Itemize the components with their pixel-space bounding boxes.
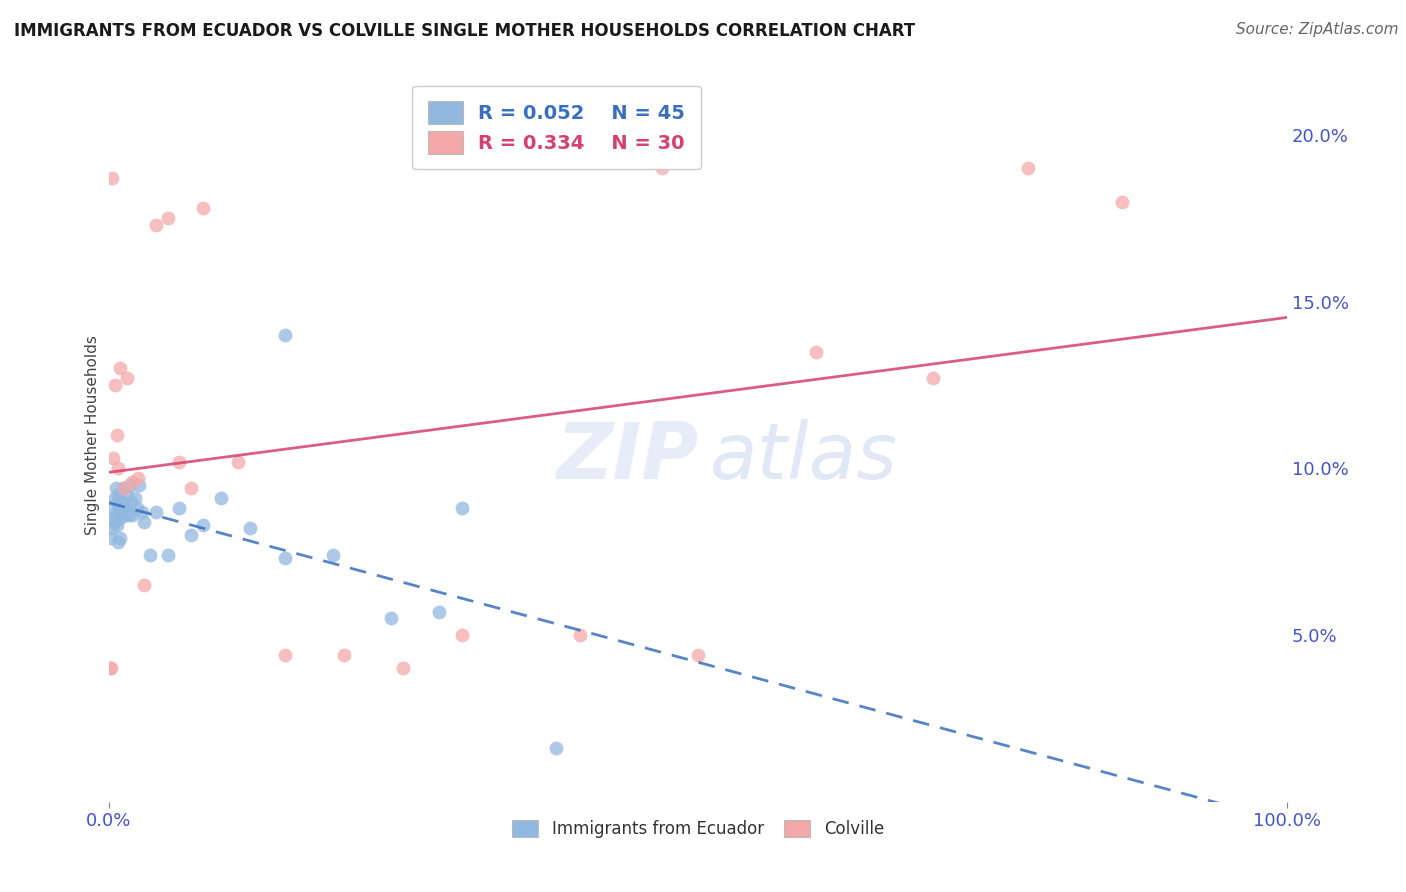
Point [651, 161, 673, 176]
Point [451, 628, 474, 642]
Point [117, 488, 139, 502]
Point [124, 491, 146, 506]
Point [118, 508, 141, 522]
Point [107, 461, 129, 475]
Point [191, 202, 214, 216]
Point [125, 501, 148, 516]
Point [128, 478, 150, 492]
Point [132, 578, 155, 592]
Legend: Immigrants from Ecuador, Colville: Immigrants from Ecuador, Colville [505, 813, 890, 845]
Point [1017, 161, 1039, 176]
Point [546, 741, 568, 756]
Point [118, 478, 141, 492]
Point [209, 491, 232, 506]
Point [156, 548, 179, 562]
Text: atlas: atlas [710, 419, 897, 495]
Point [107, 534, 129, 549]
Y-axis label: Single Mother Households: Single Mother Households [86, 335, 100, 535]
Point [156, 211, 179, 226]
Point [132, 515, 155, 529]
Point [112, 481, 135, 495]
Point [100, 661, 122, 675]
Point [427, 605, 450, 619]
Text: Source: ZipAtlas.com: Source: ZipAtlas.com [1236, 22, 1399, 37]
Point [110, 361, 132, 376]
Point [333, 648, 356, 662]
Point [108, 501, 131, 516]
Point [121, 475, 143, 489]
Point [103, 378, 125, 392]
Point [103, 451, 125, 466]
Point [112, 501, 135, 516]
Point [105, 494, 128, 508]
Point [103, 501, 125, 516]
Point [101, 521, 124, 535]
Point [686, 648, 709, 662]
Point [169, 455, 191, 469]
Point [105, 428, 128, 442]
Point [274, 328, 297, 343]
Point [169, 501, 191, 516]
Point [392, 661, 415, 675]
Point [451, 501, 474, 516]
Point [104, 481, 127, 495]
Point [180, 528, 202, 542]
Point [121, 508, 143, 522]
Point [131, 505, 153, 519]
Point [100, 511, 122, 525]
Point [139, 548, 162, 562]
Point [274, 648, 297, 662]
Point [114, 508, 136, 522]
Point [274, 551, 297, 566]
Point [226, 455, 249, 469]
Point [110, 532, 132, 546]
Point [922, 371, 945, 385]
Point [180, 481, 202, 495]
Point [145, 218, 167, 232]
Point [145, 505, 167, 519]
Point [101, 171, 124, 186]
Point [239, 521, 262, 535]
Point [103, 491, 125, 506]
Point [117, 371, 139, 385]
Point [380, 611, 402, 625]
Text: ZIP: ZIP [555, 419, 697, 495]
Point [127, 471, 149, 485]
Point [103, 515, 125, 529]
Point [105, 518, 128, 533]
Point [107, 488, 129, 502]
Point [191, 518, 214, 533]
Point [111, 481, 134, 495]
Point [98, 532, 121, 546]
Point [110, 494, 132, 508]
Point [104, 508, 127, 522]
Point [321, 548, 343, 562]
Point [568, 628, 591, 642]
Point [1111, 194, 1133, 209]
Point [110, 511, 132, 525]
Point [120, 494, 142, 508]
Point [98, 661, 121, 675]
Point [804, 344, 827, 359]
Point [115, 501, 138, 516]
Text: IMMIGRANTS FROM ECUADOR VS COLVILLE SINGLE MOTHER HOUSEHOLDS CORRELATION CHART: IMMIGRANTS FROM ECUADOR VS COLVILLE SING… [14, 22, 915, 40]
